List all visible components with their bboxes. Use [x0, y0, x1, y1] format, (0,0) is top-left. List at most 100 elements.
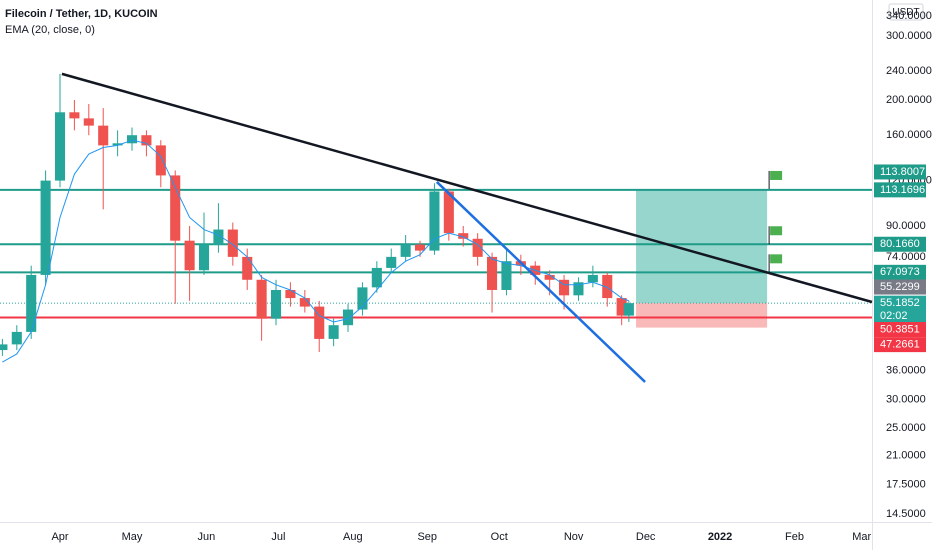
candle-body: [371, 267, 382, 288]
candle-body: [328, 325, 339, 339]
candle-body: [299, 298, 310, 307]
price-badge: [874, 164, 926, 180]
candle-body: [0, 344, 8, 351]
candle-body: [227, 229, 238, 257]
price-badge: [874, 236, 926, 252]
candle-body: [443, 191, 454, 234]
plot-area: [0, 72, 873, 383]
candle-body: [198, 244, 210, 271]
y-tick-label: 25.0000: [886, 422, 926, 434]
x-tick-label: Nov: [564, 531, 584, 543]
price-badge-label: 113.1696: [880, 184, 925, 196]
candle-body: [487, 256, 498, 290]
candle-body: [184, 240, 195, 271]
price-badge: [874, 337, 926, 353]
y-tick-label: 160.0000: [886, 129, 932, 141]
candle-body: [98, 125, 109, 146]
candle-body: [242, 256, 253, 280]
price-badge-label: 55.1852: [880, 297, 920, 309]
price-badge: [874, 182, 926, 198]
candle-body: [342, 309, 354, 326]
ema-line: [2, 139, 630, 363]
price-badge-label: 47.2661: [880, 339, 920, 351]
candle-body: [400, 244, 411, 257]
x-tick-label: Oct: [491, 531, 508, 543]
candle-body: [314, 306, 325, 339]
candle-body: [54, 112, 66, 181]
candle-body: [616, 298, 627, 316]
y-tick-label: 21.0000: [886, 450, 926, 462]
price-badge-label: 67.0973: [880, 266, 920, 278]
candle-body: [213, 229, 224, 245]
candle-body: [458, 233, 469, 239]
x-tick-label: Aug: [343, 531, 363, 543]
x-tick-label: Mar: [852, 531, 871, 543]
price-badge: [874, 264, 926, 280]
price-badge: [874, 279, 926, 295]
candle-body: [587, 274, 598, 283]
candle-body: [501, 261, 512, 290]
candle-body: [285, 289, 296, 299]
candle-body: [357, 287, 368, 310]
candle-body: [141, 135, 152, 146]
candle-body: [69, 112, 80, 119]
x-tick-label: Jul: [271, 531, 285, 543]
candle-body: [170, 175, 181, 241]
position-profit: [636, 189, 768, 304]
x-tick-label: 2022: [708, 531, 732, 543]
flag: [770, 254, 783, 264]
candle-body: [256, 279, 267, 319]
x-tick-label: Dec: [636, 531, 656, 543]
x-tick-label: May: [122, 531, 143, 543]
y-tick-label: 340.0000: [886, 10, 932, 22]
candle-body: [11, 331, 22, 345]
y-tick-label: 200.0000: [886, 94, 932, 106]
indicator-legend: EMA (20, close, 0): [5, 24, 95, 36]
candle-body: [559, 279, 570, 296]
candle-body: [414, 244, 426, 251]
candle-body: [126, 135, 138, 144]
candle-body: [429, 191, 440, 251]
candle-body: [623, 303, 634, 316]
y-tick-label: 17.5000: [886, 478, 926, 490]
price-badge: [874, 295, 926, 324]
flag: [770, 226, 783, 236]
candle-body: [386, 256, 397, 268]
candle-body: [26, 274, 37, 332]
price-badge-label: 80.1660: [880, 238, 920, 250]
trend-line: [61, 72, 873, 304]
chart-title: Filecoin / Tether, 1D, KUCOIN: [5, 8, 158, 20]
y-tick-label: 300.0000: [886, 30, 932, 42]
price-badge: [874, 322, 926, 338]
x-tick-label: Apr: [51, 531, 68, 543]
position-loss: [636, 303, 768, 328]
flag: [770, 170, 783, 180]
x-tick-label: Jun: [198, 531, 216, 543]
y-tick-label: 30.0000: [886, 393, 926, 405]
price-badge-label: 50.3851: [880, 323, 920, 335]
y-tick-label: 90.0000: [886, 220, 926, 232]
trend-line: [435, 181, 646, 383]
y-tick-label: 14.5000: [886, 508, 926, 520]
candle-body: [112, 143, 123, 146]
candle-body: [472, 238, 483, 257]
countdown-label: 02:02: [880, 310, 908, 322]
candle-body: [83, 118, 94, 126]
y-tick-label: 240.0000: [886, 65, 932, 77]
currency-label: USDT: [892, 7, 919, 18]
candle-body: [270, 289, 282, 319]
x-tick-label: Feb: [785, 531, 804, 543]
x-tick-label: Sep: [417, 531, 437, 543]
y-tick-label: 74.0000: [886, 251, 926, 263]
price-badge-label: 113.8007: [880, 166, 925, 178]
currency-badge[interactable]: [888, 3, 924, 21]
candle-body: [573, 282, 584, 296]
price-badge-label: 55.2299: [880, 281, 920, 293]
candle-body: [544, 274, 555, 280]
y-tick-label: 36.0000: [886, 364, 926, 376]
candle-body: [40, 180, 51, 275]
candle-body: [602, 274, 613, 299]
candle-body: [155, 145, 166, 176]
